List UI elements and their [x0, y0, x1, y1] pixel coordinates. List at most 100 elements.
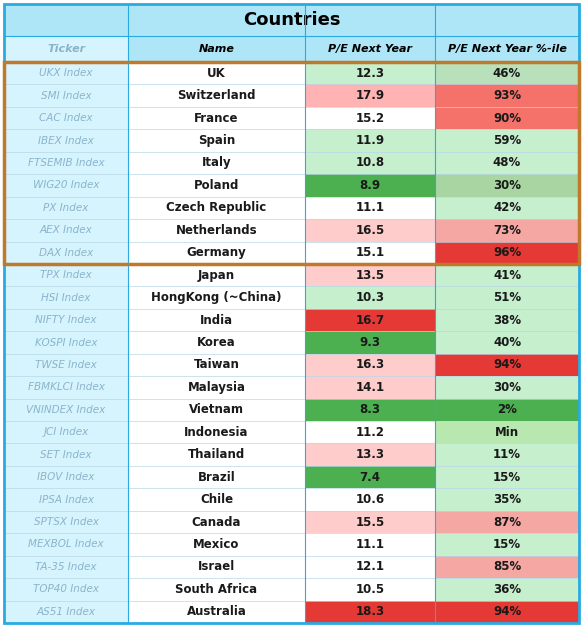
- Text: WIG20 Index: WIG20 Index: [33, 181, 99, 191]
- Bar: [435, 241, 579, 264]
- Bar: [128, 399, 305, 421]
- Bar: [435, 354, 579, 376]
- Bar: [128, 556, 305, 578]
- Bar: [4, 129, 128, 152]
- Text: 85%: 85%: [493, 561, 521, 574]
- Text: Canada: Canada: [192, 515, 241, 529]
- Bar: [435, 107, 579, 129]
- Bar: [4, 376, 128, 399]
- Text: 30%: 30%: [493, 179, 521, 192]
- Text: 94%: 94%: [493, 359, 521, 371]
- Text: 15.1: 15.1: [356, 246, 385, 259]
- Bar: [128, 174, 305, 197]
- Text: UK: UK: [207, 66, 226, 80]
- Text: 10.3: 10.3: [356, 291, 384, 304]
- Bar: [305, 309, 435, 331]
- Text: 15.5: 15.5: [355, 515, 385, 529]
- Text: 7.4: 7.4: [360, 471, 381, 483]
- Bar: [128, 533, 305, 556]
- Text: Ticker: Ticker: [47, 44, 85, 54]
- Text: IPSA Index: IPSA Index: [38, 495, 93, 505]
- Bar: [4, 152, 128, 174]
- Bar: [305, 129, 435, 152]
- Text: SPTSX Index: SPTSX Index: [34, 517, 99, 527]
- Bar: [4, 466, 128, 488]
- Bar: [128, 152, 305, 174]
- Text: 38%: 38%: [493, 314, 521, 327]
- Text: 90%: 90%: [493, 112, 521, 125]
- Text: 10.6: 10.6: [356, 493, 385, 506]
- Text: Czech Republic: Czech Republic: [166, 201, 266, 214]
- Text: Brazil: Brazil: [198, 471, 236, 483]
- Text: IBEX Index: IBEX Index: [38, 135, 94, 145]
- Text: Netherlands: Netherlands: [175, 224, 257, 237]
- Bar: [128, 62, 305, 85]
- Text: Taiwan: Taiwan: [194, 359, 240, 371]
- Text: 17.9: 17.9: [356, 89, 385, 102]
- Bar: [4, 533, 128, 556]
- Text: 48%: 48%: [493, 157, 521, 169]
- Text: HongKong (~China): HongKong (~China): [151, 291, 282, 304]
- Text: 13.3: 13.3: [356, 448, 384, 461]
- Bar: [4, 4, 579, 36]
- Bar: [4, 287, 128, 309]
- Text: AEX Index: AEX Index: [40, 225, 93, 235]
- Text: Countries: Countries: [243, 11, 340, 29]
- Text: 18.3: 18.3: [356, 605, 385, 618]
- Text: 46%: 46%: [493, 66, 521, 80]
- Text: FBMKLCI Index: FBMKLCI Index: [27, 382, 104, 393]
- Bar: [4, 62, 579, 264]
- Bar: [128, 241, 305, 264]
- Text: VNINDEX Index: VNINDEX Index: [26, 405, 106, 415]
- Bar: [4, 601, 128, 623]
- Bar: [435, 309, 579, 331]
- Bar: [128, 129, 305, 152]
- Text: 15.2: 15.2: [356, 112, 385, 125]
- Text: France: France: [194, 112, 239, 125]
- Bar: [435, 376, 579, 399]
- Text: Australia: Australia: [187, 605, 247, 618]
- Bar: [128, 354, 305, 376]
- Text: Switzerland: Switzerland: [177, 89, 256, 102]
- Bar: [435, 578, 579, 601]
- Bar: [4, 331, 128, 354]
- Bar: [128, 331, 305, 354]
- Bar: [128, 107, 305, 129]
- Bar: [305, 174, 435, 197]
- Text: Thailand: Thailand: [188, 448, 245, 461]
- Bar: [305, 36, 435, 62]
- Text: 11.1: 11.1: [356, 538, 384, 551]
- Text: TOP40 Index: TOP40 Index: [33, 584, 99, 594]
- Text: Malaysia: Malaysia: [188, 381, 245, 394]
- Text: 9.3: 9.3: [360, 336, 381, 349]
- Text: 15%: 15%: [493, 538, 521, 551]
- Bar: [435, 331, 579, 354]
- Bar: [305, 354, 435, 376]
- Bar: [435, 421, 579, 443]
- Bar: [4, 354, 128, 376]
- Text: SET Index: SET Index: [40, 450, 92, 460]
- Bar: [4, 578, 128, 601]
- Text: 11.2: 11.2: [356, 426, 384, 439]
- Bar: [305, 152, 435, 174]
- Bar: [305, 331, 435, 354]
- Bar: [4, 62, 128, 85]
- Bar: [305, 443, 435, 466]
- Text: PX Index: PX Index: [43, 203, 89, 213]
- Text: Mexico: Mexico: [194, 538, 240, 551]
- Text: Min: Min: [495, 426, 519, 439]
- Bar: [435, 287, 579, 309]
- Bar: [435, 129, 579, 152]
- Bar: [435, 511, 579, 533]
- Text: UKX Index: UKX Index: [39, 68, 93, 78]
- Bar: [435, 264, 579, 287]
- Text: 41%: 41%: [493, 269, 521, 282]
- Text: TWSE Index: TWSE Index: [35, 360, 97, 370]
- Bar: [305, 376, 435, 399]
- Text: 42%: 42%: [493, 201, 521, 214]
- Text: MEXBOL Index: MEXBOL Index: [28, 539, 104, 549]
- Bar: [128, 36, 305, 62]
- Bar: [128, 219, 305, 241]
- Bar: [4, 174, 128, 197]
- Text: JCI Index: JCI Index: [44, 427, 89, 437]
